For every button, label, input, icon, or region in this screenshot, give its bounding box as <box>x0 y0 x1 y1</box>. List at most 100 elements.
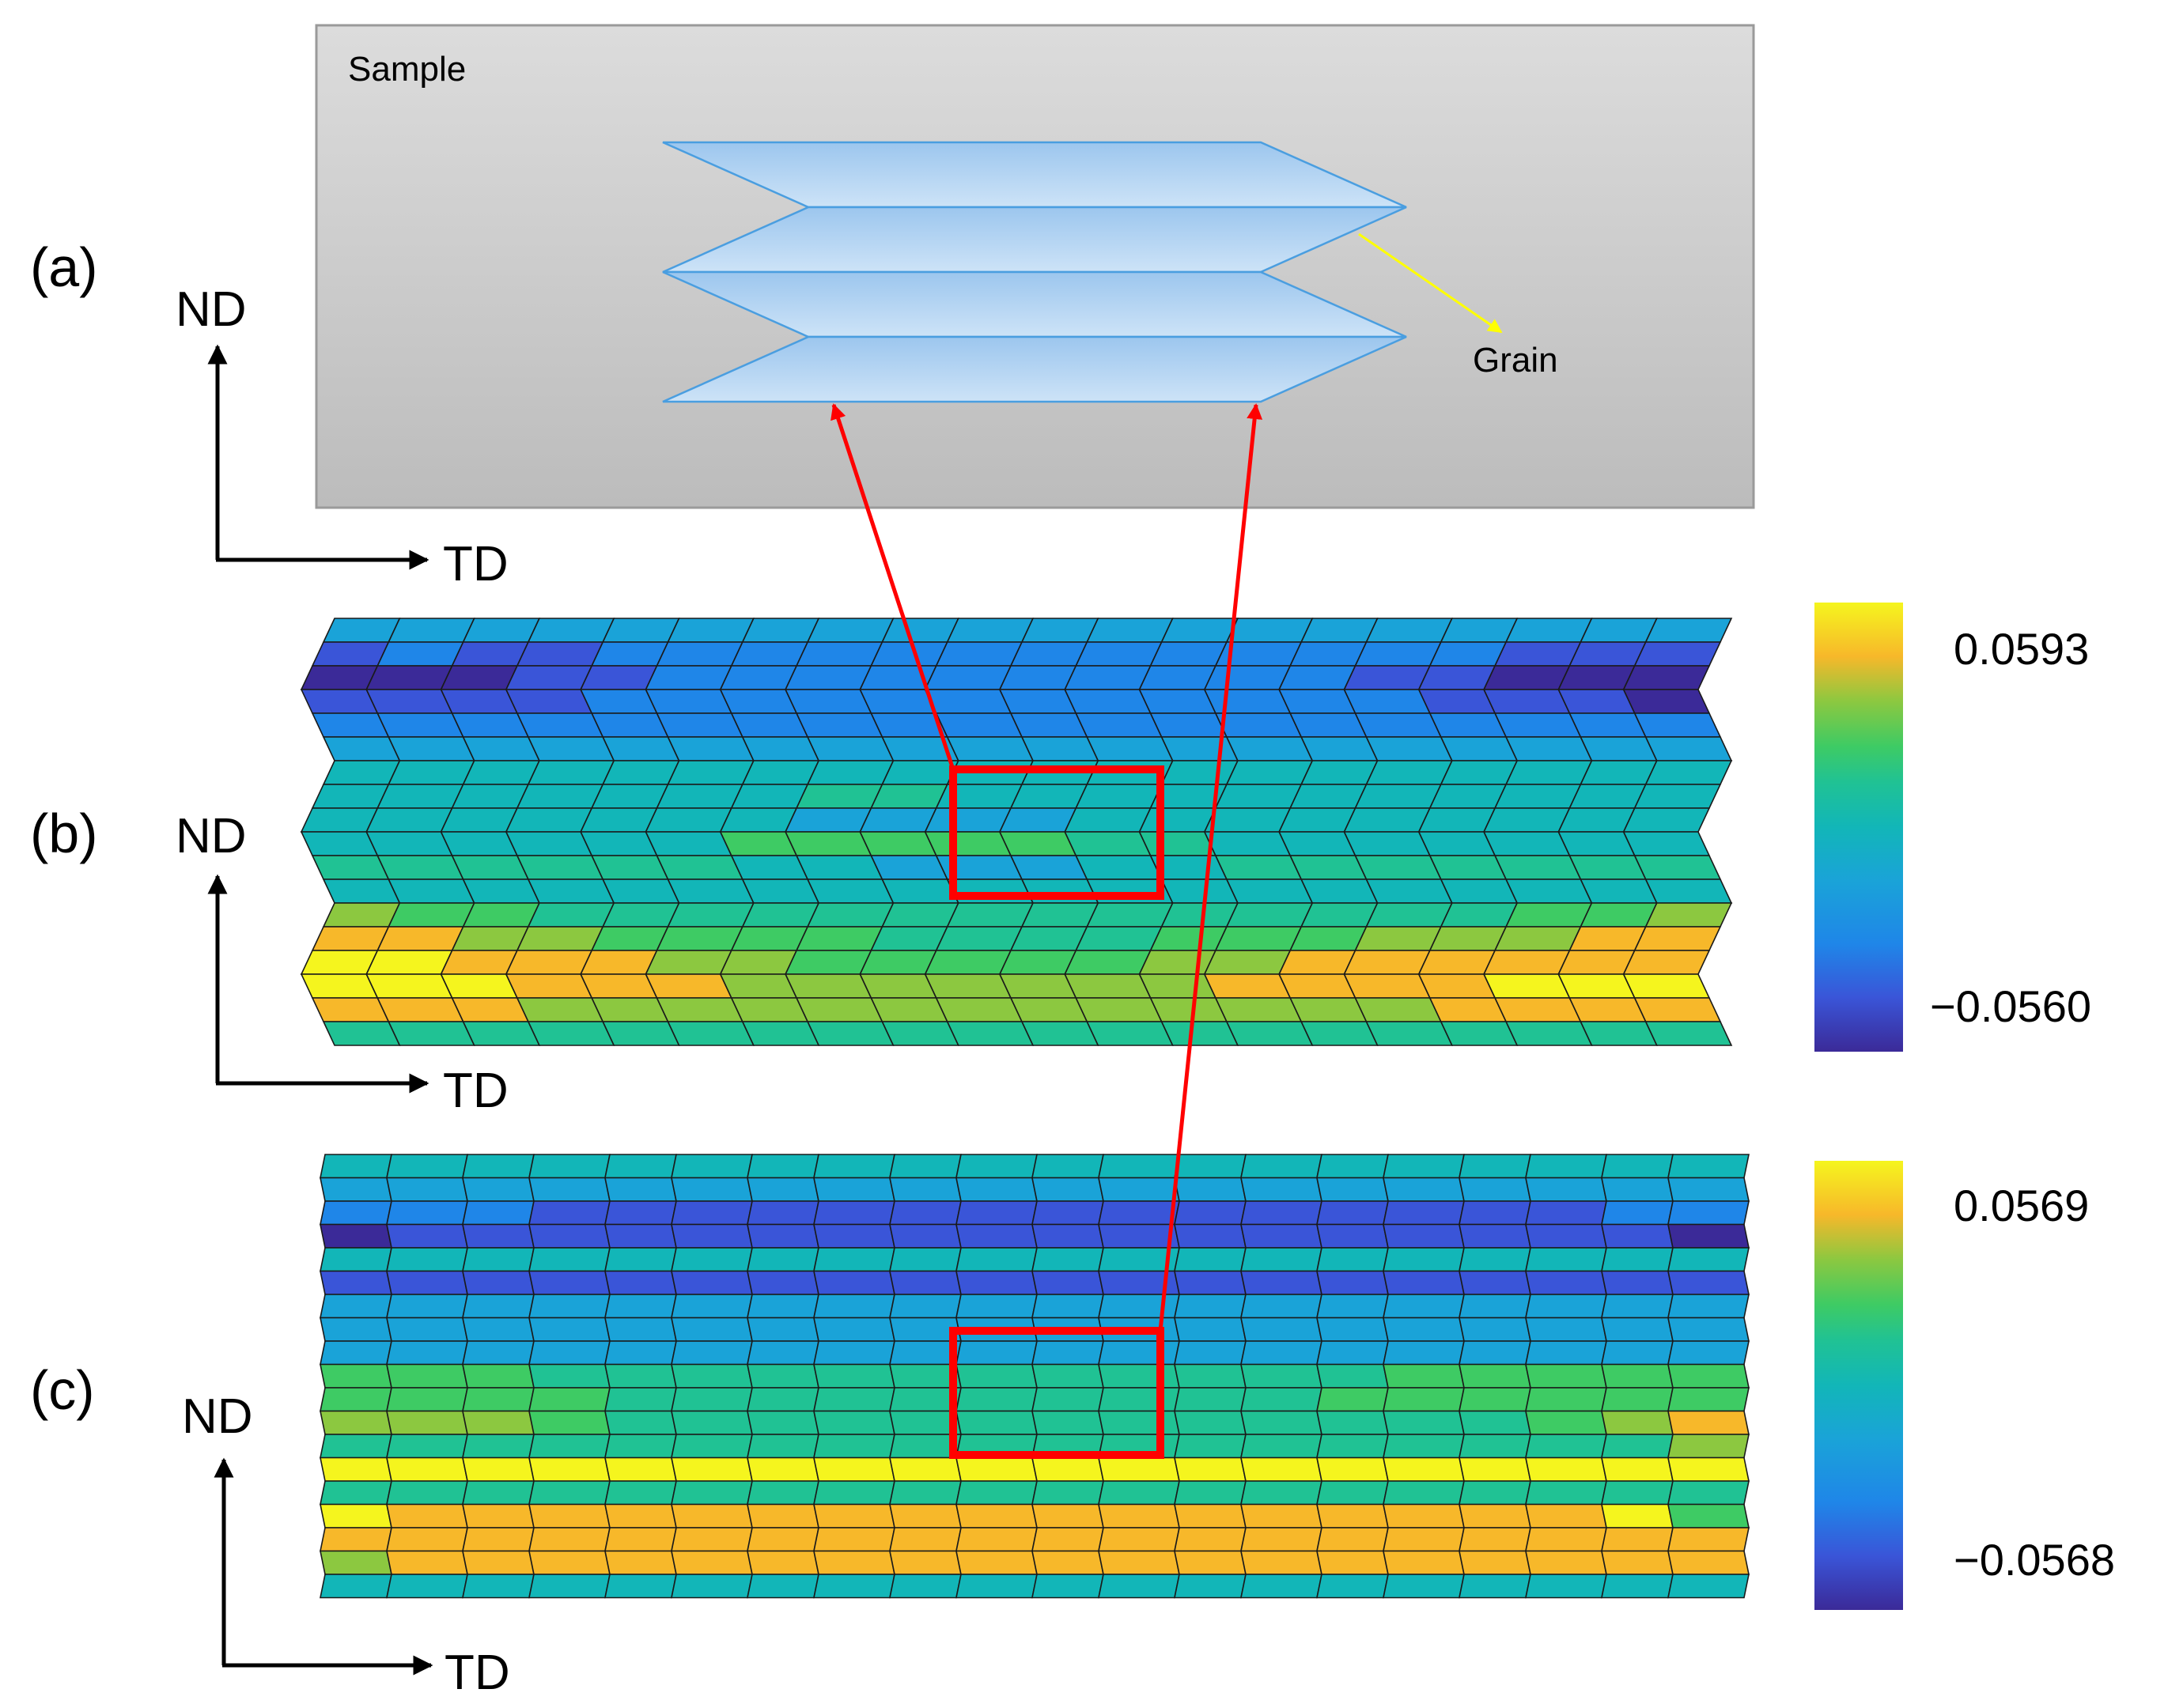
mesh-cell <box>1459 1457 1531 1482</box>
mesh-cell <box>365 807 453 833</box>
mesh-cell <box>671 1527 753 1552</box>
mesh-cell <box>1667 1503 1750 1529</box>
mesh-cell <box>320 1503 392 1529</box>
mesh-cell <box>1316 1527 1389 1552</box>
mesh-cell <box>1240 1223 1322 1249</box>
mesh-cell <box>527 902 615 928</box>
mesh-cell <box>300 950 379 975</box>
mesh-cell <box>462 1363 535 1389</box>
mesh-cell <box>1622 831 1711 856</box>
mesh-cell <box>1667 1340 1750 1366</box>
mesh-cell <box>1525 1503 1607 1529</box>
mesh-cell <box>813 1574 895 1599</box>
mesh-cell <box>516 997 604 1022</box>
mesh-cell <box>1667 1527 1750 1552</box>
mesh-cell <box>747 1363 819 1389</box>
mesh-cell <box>1667 1317 1750 1342</box>
mesh-cell <box>1174 1154 1247 1179</box>
mesh-cell <box>859 831 937 856</box>
mesh-cell <box>1031 1247 1104 1272</box>
mesh-cell <box>1601 1387 1674 1412</box>
highlight-box-b <box>949 765 1164 900</box>
mesh-cell <box>1343 831 1432 856</box>
mesh-cell <box>1525 1294 1607 1319</box>
mesh-cell <box>462 1200 535 1226</box>
mesh-cell <box>386 1363 468 1389</box>
mesh-cell <box>1240 1200 1322 1226</box>
mesh-cell <box>451 784 530 809</box>
mesh-cell <box>870 855 948 880</box>
mesh-cell <box>1203 950 1292 975</box>
mesh-cell <box>440 665 519 690</box>
mesh-cell <box>881 618 959 643</box>
mesh-cell <box>300 973 379 999</box>
mesh-cell <box>1240 1434 1322 1459</box>
mesh-cell <box>1174 1527 1247 1552</box>
mesh-cell <box>667 760 755 785</box>
mesh-cell <box>955 1527 1038 1552</box>
mesh-cell <box>388 879 475 904</box>
mesh-cell <box>1160 879 1239 904</box>
mesh-cell <box>1633 641 1722 667</box>
mesh-cell <box>1601 1294 1674 1319</box>
mesh-cell <box>998 807 1077 833</box>
mesh-cell <box>505 665 593 690</box>
mesh-cell <box>1557 665 1636 690</box>
mesh-cell <box>388 736 475 761</box>
mesh-cell <box>579 665 658 690</box>
mesh-cell <box>388 1021 475 1046</box>
mesh-cell <box>813 1154 895 1179</box>
mesh-cell <box>604 1177 677 1202</box>
mesh-cell <box>386 1177 468 1202</box>
mesh-cell <box>1667 1200 1750 1226</box>
mesh-cell <box>1622 665 1711 690</box>
mesh-cell <box>889 1550 962 1575</box>
mesh-cell <box>1557 973 1636 999</box>
mesh-cell <box>320 1270 392 1295</box>
mesh-cell <box>946 736 1035 761</box>
mesh-cell <box>1504 902 1593 928</box>
mesh-cell <box>924 665 1012 690</box>
mesh-cell <box>1667 1154 1750 1179</box>
mesh-cell <box>813 1200 895 1226</box>
mesh-cell <box>1203 807 1292 833</box>
mesh-cell <box>671 1550 753 1575</box>
mesh-cell <box>955 1223 1038 1249</box>
mesh-cell <box>386 1223 468 1249</box>
mesh-cell <box>386 1550 468 1575</box>
colorbar-c-min-label: −0.0568 <box>1954 1535 2115 1585</box>
mesh-cell <box>1240 1527 1322 1552</box>
mesh-cell <box>604 1270 677 1295</box>
mesh-cell <box>1214 784 1303 809</box>
mesh-cell <box>462 736 541 761</box>
mesh-cell <box>935 784 1023 809</box>
panel-b-label: (b) <box>30 803 98 864</box>
mesh-cell <box>1020 902 1099 928</box>
mesh-cell <box>462 1317 535 1342</box>
mesh-cell <box>1316 1317 1389 1342</box>
mesh-cell <box>955 1480 1038 1506</box>
mesh-cell <box>955 1294 1038 1319</box>
mesh-cell <box>462 1270 535 1295</box>
mesh-cell <box>1031 1410 1104 1435</box>
mesh-cell <box>671 1200 753 1226</box>
mesh-cell <box>671 1223 753 1249</box>
mesh-cell <box>1459 1317 1531 1342</box>
mesh-cell <box>1277 950 1356 975</box>
mesh-cell <box>1316 1154 1389 1179</box>
mesh-cell <box>1240 1340 1322 1366</box>
mesh-cell <box>386 1200 468 1226</box>
mesh-cell <box>1440 760 1519 785</box>
mesh-cell <box>462 1410 535 1435</box>
mesh-cell <box>784 665 872 690</box>
mesh-cell <box>579 689 658 714</box>
mesh-cell <box>1064 973 1152 999</box>
mesh-cell <box>1240 1503 1322 1529</box>
mesh-cell <box>1240 1457 1322 1482</box>
mesh-cell <box>671 1434 753 1459</box>
mesh-cell <box>1459 1363 1531 1389</box>
mesh-cell <box>747 1223 819 1249</box>
mesh-cell <box>813 1223 895 1249</box>
mesh-cell <box>671 1480 753 1506</box>
mesh-cell <box>1098 1503 1180 1529</box>
